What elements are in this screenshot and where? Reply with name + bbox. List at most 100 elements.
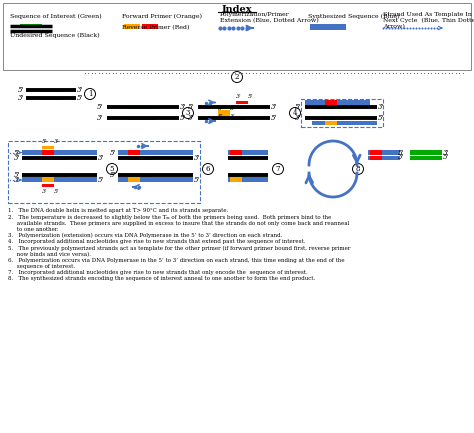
Text: 3': 3' [230, 106, 236, 111]
Text: 8: 8 [356, 165, 360, 173]
Bar [325, 100, 337, 104]
Text: 5': 5' [248, 94, 254, 99]
Text: 3': 3' [378, 103, 384, 111]
Text: 5': 5' [218, 106, 224, 111]
Text: 5: 5 [110, 165, 114, 173]
Bar [127, 106, 155, 109]
Bar [40, 88, 62, 91]
Text: sequence of interest.: sequence of interest. [8, 264, 75, 269]
Bar [40, 97, 62, 100]
Text: 3': 3' [398, 153, 404, 161]
Bar [128, 150, 140, 155]
Text: 2.   The temperature is decreased to slightly below the Tₘ of both the primers b: 2. The temperature is decreased to sligh… [8, 215, 331, 220]
Text: 5': 5' [109, 171, 116, 179]
Text: 3': 3' [14, 176, 20, 184]
Text: 1: 1 [88, 90, 92, 98]
Text: 6: 6 [206, 165, 210, 173]
Bar [128, 174, 153, 177]
Bar [218, 106, 246, 109]
Text: 3': 3' [54, 139, 60, 144]
Text: 5': 5' [97, 103, 103, 111]
Text: 5': 5' [109, 149, 116, 157]
Bar [368, 150, 400, 155]
Text: 5': 5' [14, 171, 20, 179]
Text: 3': 3' [271, 103, 277, 111]
Text: 3': 3' [236, 94, 242, 99]
Bar [127, 116, 155, 120]
Text: 3': 3' [188, 114, 194, 122]
Text: now binds and vice versa).: now binds and vice versa). [8, 252, 91, 257]
Text: 3': 3' [98, 154, 104, 162]
Text: Arrow): Arrow) [383, 24, 405, 29]
Bar [370, 155, 382, 160]
Text: Synthesized Sequence (Blue): Synthesized Sequence (Blue) [308, 14, 400, 19]
Text: 6.   Polymerization occurs via DNA Polymerase in the 5’ to 3’ direction on each : 6. Polymerization occurs via DNA Polymer… [8, 258, 345, 263]
Bar [230, 177, 242, 182]
Text: Forward Primer (Orange): Forward Primer (Orange) [122, 14, 202, 19]
Text: Extension (Blue, Dotted Arrow): Extension (Blue, Dotted Arrow) [220, 18, 319, 23]
Text: 5': 5' [77, 94, 83, 102]
Bar [20, 23, 42, 28]
Text: 5': 5' [180, 114, 186, 122]
Bar [410, 155, 442, 160]
Text: 5': 5' [194, 176, 201, 184]
Text: 7.   Incorporated additional nucleotides give rise to new strands that only enco: 7. Incorporated additional nucleotides g… [8, 270, 308, 275]
Bar [218, 112, 230, 116]
Bar [42, 145, 54, 149]
Text: 3': 3' [180, 103, 186, 111]
Text: 3: 3 [186, 109, 190, 117]
Bar [312, 120, 377, 125]
Bar [230, 156, 246, 159]
Text: 3': 3' [230, 114, 236, 120]
Text: 4: 4 [293, 109, 297, 117]
Text: 2: 2 [235, 73, 239, 81]
Bar [118, 150, 193, 155]
Text: 1.   The DNA double helix is melted apart at T> 90°C and its strands separate.: 1. The DNA double helix is melted apart … [8, 208, 228, 213]
Bar [22, 150, 97, 155]
Text: Reverse Primer (Red): Reverse Primer (Red) [122, 25, 190, 30]
Text: 3': 3' [18, 94, 24, 102]
Bar [8, 141, 200, 203]
Text: 7: 7 [276, 165, 280, 173]
Bar [42, 184, 54, 187]
Bar [42, 150, 54, 155]
Bar [230, 174, 246, 177]
Text: 3': 3' [14, 154, 20, 162]
Text: Undesired Sequence (Black): Undesired Sequence (Black) [10, 33, 100, 38]
Bar [42, 177, 54, 182]
Text: 3': 3' [194, 154, 201, 162]
Text: Sequence of Interest (Green): Sequence of Interest (Green) [10, 14, 101, 19]
Bar [228, 177, 268, 182]
Bar [22, 177, 97, 182]
Text: 5': 5' [378, 114, 384, 122]
Text: 5': 5' [14, 149, 20, 157]
Text: 5': 5' [18, 86, 24, 94]
Text: 5': 5' [271, 114, 277, 122]
Bar [128, 156, 153, 159]
Text: 5': 5' [98, 176, 104, 184]
Bar [218, 116, 246, 120]
Bar [228, 150, 268, 155]
Bar [42, 156, 67, 159]
Bar [42, 174, 67, 177]
Text: Strand Used As Template In: Strand Used As Template In [383, 12, 472, 17]
Bar [310, 24, 346, 30]
Text: to one another.: to one another. [8, 227, 59, 232]
Text: 3': 3' [443, 149, 449, 157]
Bar [236, 100, 248, 104]
Text: 3.   Polymerization (extension) occurs via DNA Polymerase in the 5’ to 3’ direct: 3. Polymerization (extension) occurs via… [8, 233, 283, 238]
Text: Index: Index [222, 5, 252, 14]
Text: 5': 5' [218, 114, 224, 120]
Text: 5': 5' [42, 139, 48, 144]
Text: 5': 5' [398, 149, 404, 157]
Text: 5': 5' [54, 189, 60, 194]
Bar [325, 120, 337, 125]
Text: Polymerization/Primer: Polymerization/Primer [220, 12, 290, 17]
Bar [368, 155, 400, 160]
Text: 3': 3' [42, 189, 48, 194]
Bar [305, 100, 370, 104]
Text: 5': 5' [188, 103, 194, 111]
Bar [124, 24, 140, 29]
Bar [370, 150, 382, 155]
Text: 3': 3' [295, 114, 301, 122]
